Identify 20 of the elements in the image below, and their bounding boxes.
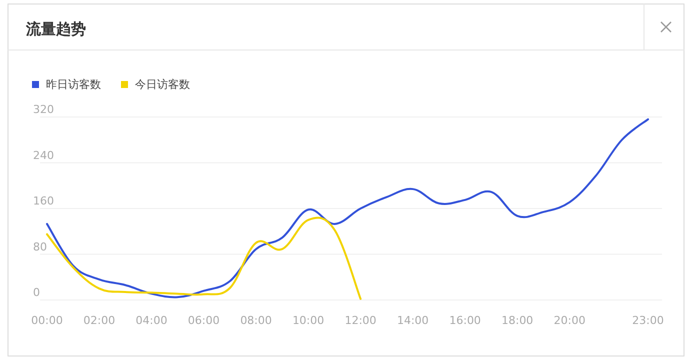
chart-title: 流量趋势: [25, 20, 86, 38]
x-tick-label: 16:00: [449, 314, 481, 327]
legend-label: 昨日访客数: [46, 78, 101, 91]
x-tick-label: 04:00: [136, 314, 168, 327]
x-tick-label: 02:00: [83, 314, 116, 327]
x-tick-label: 00:00: [31, 314, 63, 327]
x-tick-label: 08:00: [240, 314, 272, 327]
legend-label: 今日访客数: [135, 78, 190, 91]
y-tick-label: 320: [33, 103, 54, 116]
y-tick-label: 160: [33, 194, 54, 208]
x-tick-label: 18:00: [501, 314, 534, 327]
x-tick-label: 10:00: [292, 314, 324, 327]
y-tick-label: 240: [33, 148, 54, 162]
y-tick-label: 80: [33, 240, 47, 254]
x-tick-label: 12:00: [344, 314, 376, 327]
x-tick-label: 14:00: [396, 314, 429, 327]
x-tick-label: 23:00: [632, 314, 664, 327]
y-tick-label: 0: [33, 286, 40, 299]
x-tick-label: 06:00: [188, 314, 220, 327]
x-tick-label: 20:00: [554, 314, 586, 327]
